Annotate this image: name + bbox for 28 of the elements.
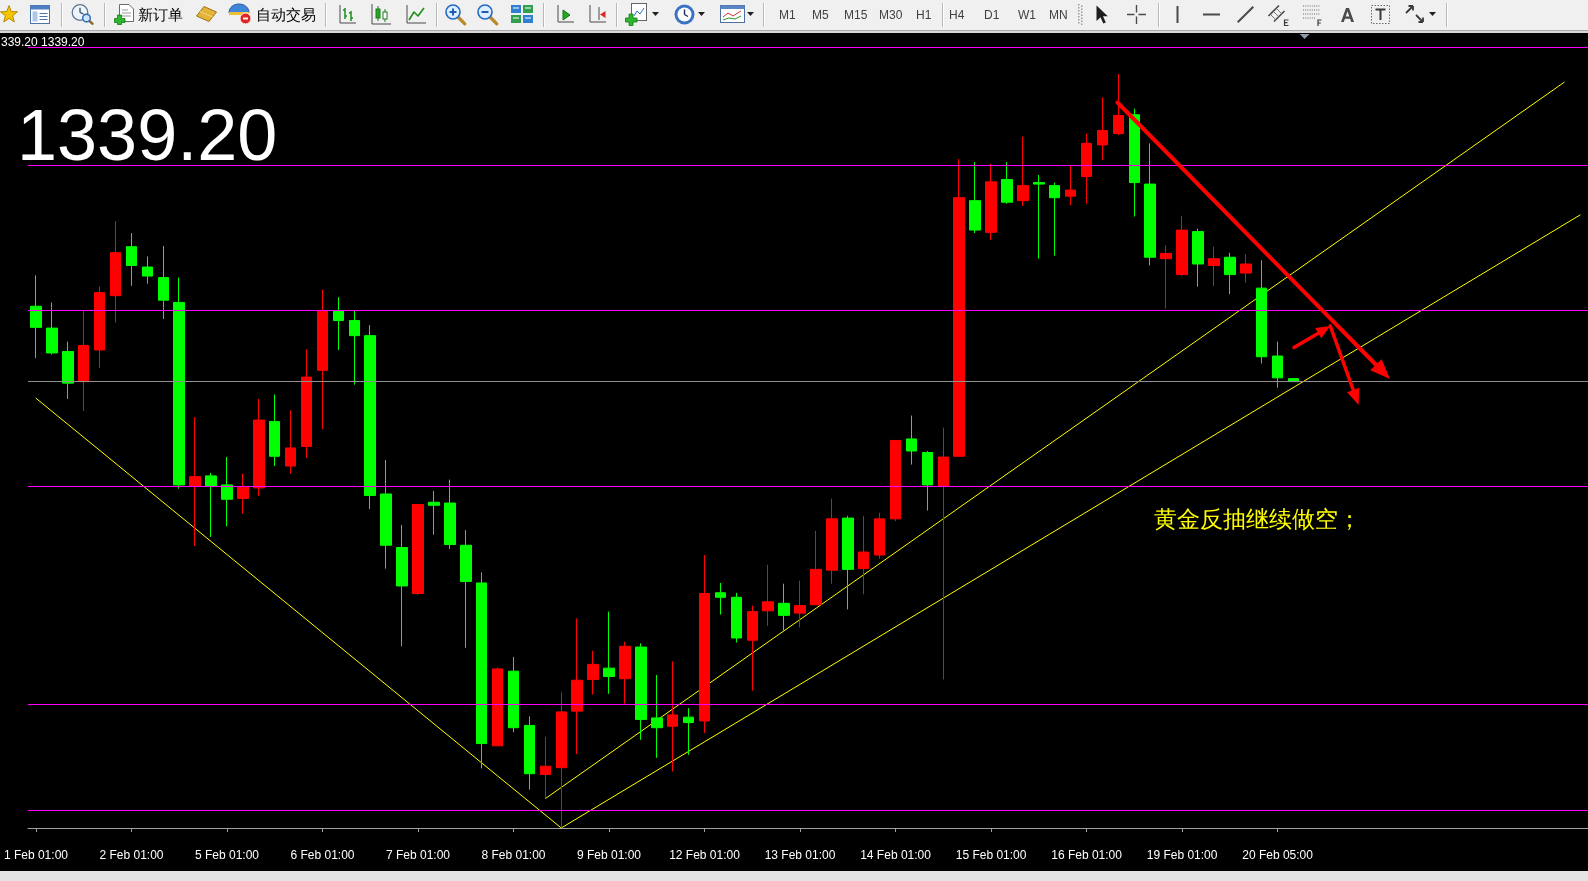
- x-tick-label: 20 Feb 05:00: [1242, 848, 1314, 862]
- text: W1: [1018, 7, 1036, 23]
- x-tick-label: 1 Feb 01:00: [3, 848, 69, 862]
- x-tick-label: 16 Feb 01:00: [1051, 848, 1123, 862]
- x-tick-label: 5 Feb 01:00: [194, 848, 260, 862]
- x-tick-label: 2 Feb 01:00: [99, 848, 164, 862]
- x-tick-label: 13 Feb 01:00: [764, 848, 836, 862]
- text: 新订单: [138, 6, 183, 24]
- annotation: 1339.20: [17, 95, 278, 175]
- x-tick-label: 15 Feb 01:00: [955, 848, 1027, 862]
- x-tick-label: 12 Feb 01:00: [669, 848, 741, 862]
- text: M5: [812, 7, 829, 23]
- text: 339.20 1339.20: [1, 35, 85, 49]
- text: M15: [844, 7, 868, 23]
- text: M1: [779, 7, 796, 23]
- text: MN: [1049, 7, 1068, 23]
- x-tick-label: 9 Feb 01:00: [576, 848, 642, 862]
- x-tick-label: 8 Feb 01:00: [481, 848, 546, 862]
- text: M30: [879, 7, 903, 23]
- text: H4: [949, 7, 965, 23]
- text: D1: [984, 7, 1000, 23]
- x-tick-label: 14 Feb 01:00: [860, 848, 932, 862]
- text: 自动交易: [256, 6, 316, 24]
- x-tick-label: 7 Feb 01:00: [385, 848, 451, 862]
- x-tick-label: 6 Feb 01:00: [290, 848, 355, 862]
- text: H1: [916, 7, 932, 23]
- x-tick-label: 19 Feb 01:00: [1146, 848, 1218, 862]
- annotation: 黄金反抽继续做空；: [1154, 506, 1362, 532]
